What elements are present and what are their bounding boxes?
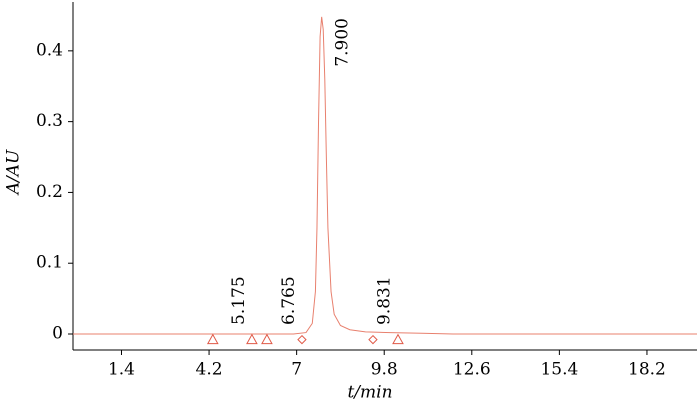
x-tick-label: 18.2 (628, 360, 666, 380)
x-tick-label: 12.6 (453, 360, 491, 380)
peak-label: 6.765 (279, 276, 299, 325)
y-tick-label: 0.4 (36, 40, 63, 60)
peak-label: 7.900 (332, 18, 352, 67)
x-axis-label: t/min (347, 383, 392, 403)
y-tick-label: 0.3 (36, 111, 63, 131)
y-tick-label: 0 (52, 324, 63, 344)
y-tick-label: 0.2 (36, 182, 63, 202)
y-axis-label: A/AU (4, 149, 24, 196)
peak-label: 5.175 (229, 276, 249, 325)
peak-marker (206, 333, 219, 345)
x-tick-label: 1.4 (108, 360, 135, 380)
chromatogram-line (73, 16, 697, 335)
peak-marker (392, 333, 404, 345)
peak-label: 9.831 (375, 276, 395, 325)
peak-marker (297, 334, 307, 345)
peak-marker (368, 334, 378, 345)
x-tick-label: 9.8 (371, 360, 398, 380)
peak-marker (246, 333, 258, 345)
y-tick-label: 0.1 (36, 253, 63, 273)
x-tick-label: 15.4 (540, 360, 578, 380)
x-tick-label: 4.2 (196, 360, 223, 380)
peak-marker (261, 333, 273, 345)
x-tick-label: 7 (291, 360, 302, 380)
